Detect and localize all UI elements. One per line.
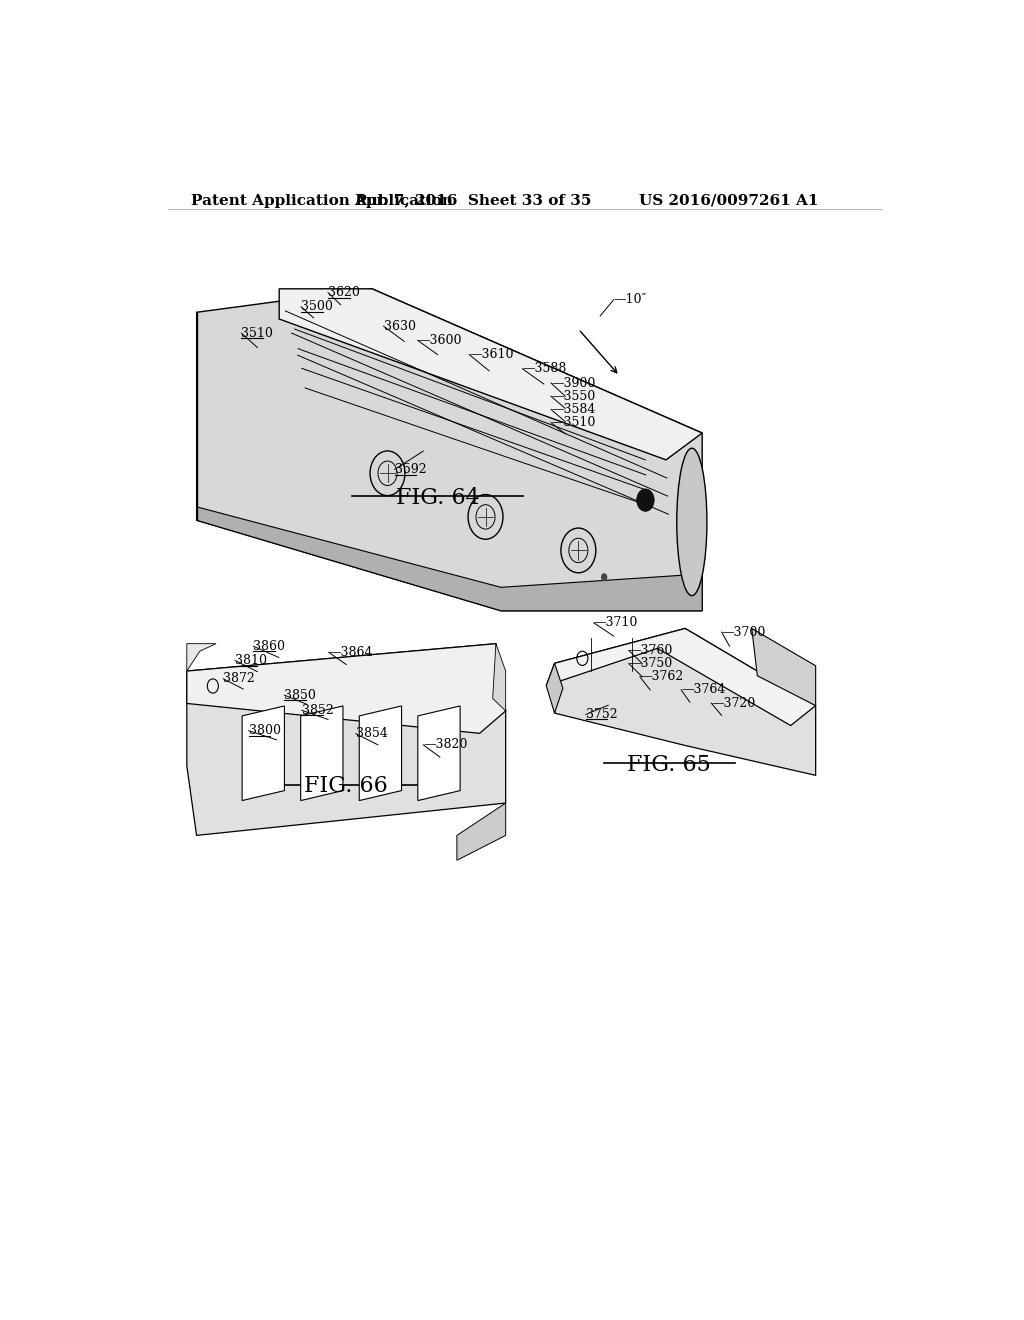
Text: —3820: —3820 [423, 738, 468, 751]
Text: —3864: —3864 [329, 645, 374, 659]
Text: —3510: —3510 [551, 416, 595, 429]
Polygon shape [280, 289, 702, 459]
Text: —3610: —3610 [469, 348, 514, 362]
Text: —3750: —3750 [629, 657, 673, 671]
Text: —3762: —3762 [640, 671, 684, 684]
Text: 3500: 3500 [301, 300, 333, 313]
Text: FIG. 66: FIG. 66 [304, 775, 388, 797]
Text: 3810: 3810 [236, 653, 267, 667]
Polygon shape [457, 803, 506, 861]
Text: —3764: —3764 [681, 684, 726, 697]
Text: US 2016/0097261 A1: US 2016/0097261 A1 [639, 194, 818, 209]
Text: —3584: —3584 [551, 403, 595, 416]
Text: Patent Application Publication: Patent Application Publication [191, 194, 454, 209]
Polygon shape [359, 706, 401, 800]
Circle shape [601, 573, 607, 581]
Text: —3600: —3600 [418, 334, 462, 347]
Polygon shape [301, 706, 343, 800]
Text: —10″: —10″ [613, 293, 647, 306]
Ellipse shape [677, 449, 707, 595]
Text: 3592: 3592 [394, 463, 426, 477]
Polygon shape [546, 663, 563, 713]
Text: 3860: 3860 [253, 640, 286, 653]
Polygon shape [555, 628, 816, 775]
Polygon shape [197, 289, 702, 611]
Text: —3760: —3760 [629, 644, 673, 657]
Text: —3710: —3710 [594, 616, 638, 630]
Text: Apr. 7, 2016  Sheet 33 of 35: Apr. 7, 2016 Sheet 33 of 35 [354, 194, 592, 209]
Polygon shape [186, 644, 506, 836]
Text: 3630: 3630 [384, 319, 416, 333]
Polygon shape [186, 644, 216, 671]
Text: 3852: 3852 [302, 704, 334, 717]
Text: —3900: —3900 [551, 376, 595, 389]
Text: 3510: 3510 [242, 327, 273, 339]
Text: 3800: 3800 [249, 725, 281, 737]
Text: FIG. 64: FIG. 64 [395, 487, 479, 508]
Polygon shape [186, 644, 506, 734]
Text: 3620: 3620 [328, 286, 359, 300]
Text: —3588: —3588 [522, 362, 567, 375]
Polygon shape [242, 706, 285, 800]
Circle shape [637, 488, 654, 511]
Polygon shape [418, 706, 460, 800]
Polygon shape [493, 644, 506, 711]
Polygon shape [752, 628, 816, 706]
Text: —3550: —3550 [551, 389, 595, 403]
Text: 3854: 3854 [355, 727, 388, 741]
Text: 3752: 3752 [586, 708, 617, 721]
Text: 3850: 3850 [285, 689, 316, 701]
Polygon shape [197, 507, 702, 611]
Polygon shape [546, 628, 816, 726]
Text: —3720: —3720 [712, 697, 756, 710]
Text: FIG. 65: FIG. 65 [628, 754, 711, 776]
Text: —3700: —3700 [722, 626, 766, 639]
Text: 3872: 3872 [223, 672, 255, 685]
